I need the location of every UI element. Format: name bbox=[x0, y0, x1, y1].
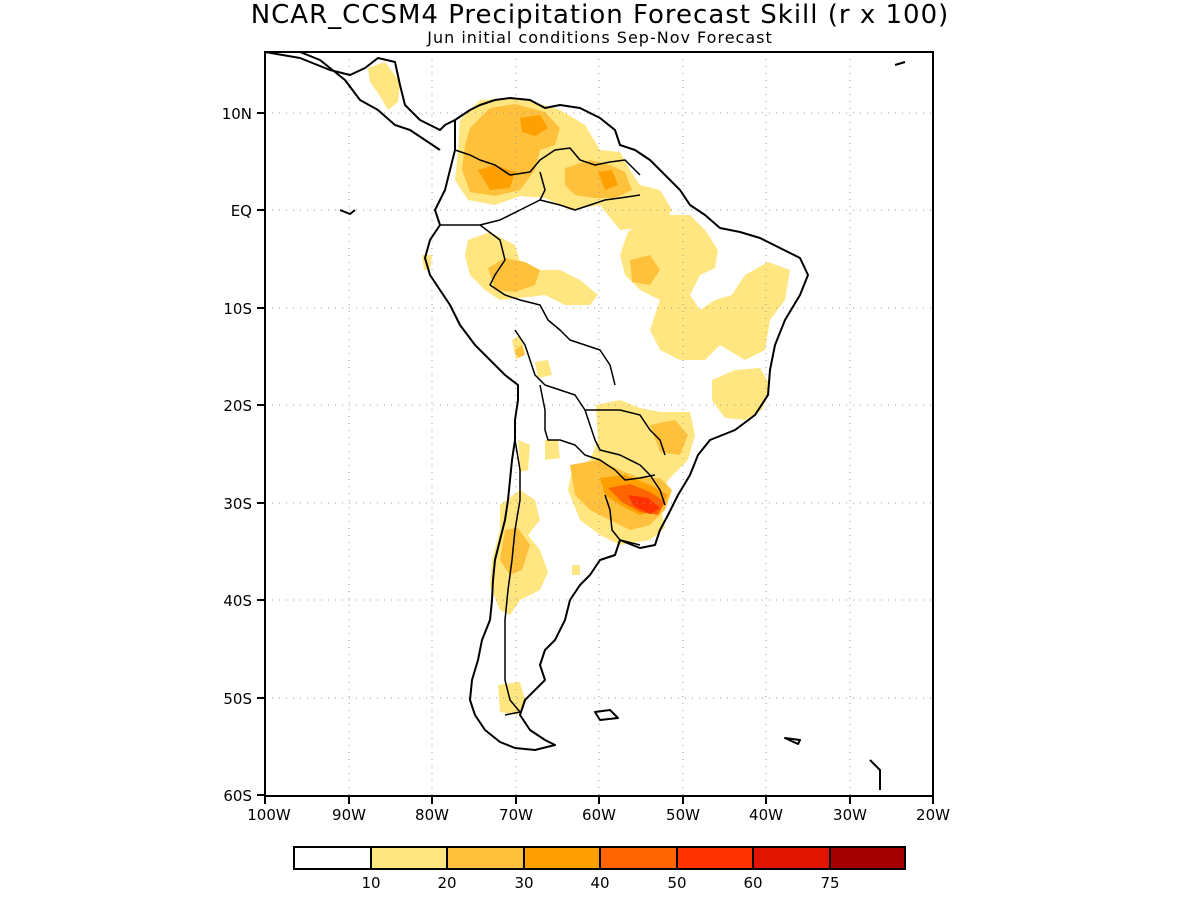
lon-label: 50W bbox=[666, 806, 700, 824]
lon-labels: 100W 90W 80W 70W 60W 50W 40W 30W 20W bbox=[247, 806, 950, 824]
region-venezuela-core bbox=[520, 115, 548, 136]
colorbar-segment bbox=[523, 846, 601, 870]
region-chile-spot bbox=[500, 528, 530, 575]
chart-subtitle: Jun initial conditions Sep-Nov Forecast bbox=[427, 28, 773, 47]
colorbar-label: 60 bbox=[743, 874, 762, 892]
islands bbox=[339, 61, 906, 790]
lat-label: EQ bbox=[231, 202, 252, 220]
region-argentina-spot-2 bbox=[572, 565, 580, 575]
colorbar-segment bbox=[752, 846, 831, 870]
chart-title: NCAR_CCSM4 Precipitation Forecast Skill … bbox=[250, 0, 950, 30]
lat-label: 50S bbox=[223, 690, 252, 708]
region-central-brazil bbox=[630, 255, 660, 285]
lon-label: 60W bbox=[582, 806, 616, 824]
lon-label: 20W bbox=[916, 806, 950, 824]
lon-ticks bbox=[264, 796, 934, 804]
lat-label: 30S bbox=[223, 495, 252, 513]
colorbar-label: 50 bbox=[667, 874, 686, 892]
colorbar-segment bbox=[293, 846, 372, 870]
lat-labels: 10N EQ 10S 20S 30S 40S 50S 60S bbox=[222, 105, 252, 805]
lon-label: 80W bbox=[415, 806, 449, 824]
colorbar-label: 40 bbox=[590, 874, 609, 892]
central-america-coast bbox=[265, 52, 456, 151]
lat-label: 20S bbox=[223, 397, 252, 415]
lon-label: 40W bbox=[749, 806, 783, 824]
region-rs-peak bbox=[628, 495, 660, 514]
coastlines bbox=[265, 52, 906, 790]
lat-label: 60S bbox=[223, 787, 252, 805]
region-southeast-brazil bbox=[712, 368, 770, 420]
lat-ticks bbox=[257, 112, 265, 796]
region-argentina-spot bbox=[545, 440, 560, 460]
colorbar-segment bbox=[676, 846, 754, 870]
region-guiana-core bbox=[598, 170, 618, 190]
skill-50-60-regions bbox=[628, 495, 660, 514]
colorbar-segment bbox=[599, 846, 678, 870]
country-borders bbox=[440, 147, 666, 716]
lat-label: 10N bbox=[222, 105, 252, 123]
region-bolivia-spot bbox=[535, 360, 552, 378]
lon-label: 90W bbox=[332, 806, 366, 824]
region-andes-patch bbox=[515, 345, 525, 358]
lon-label: 30W bbox=[833, 806, 867, 824]
colorbar-segment bbox=[446, 846, 525, 870]
skill-shading bbox=[368, 62, 790, 715]
colorbar-label: 75 bbox=[820, 874, 839, 892]
region-east-brazil-north bbox=[620, 215, 790, 360]
region-chile-north bbox=[518, 440, 530, 472]
lon-label: 70W bbox=[499, 806, 533, 824]
region-southeast-spot bbox=[650, 420, 688, 455]
colorbar-label: 20 bbox=[437, 874, 456, 892]
south-america-outline bbox=[424, 97, 809, 751]
region-central-america bbox=[368, 62, 400, 110]
colorbar-labels: 10 20 30 40 50 60 75 bbox=[361, 874, 839, 892]
colorbar-segment bbox=[829, 846, 906, 870]
colorbar bbox=[293, 846, 906, 870]
region-patagonia bbox=[498, 682, 525, 715]
colorbar-segment bbox=[370, 846, 448, 870]
lat-label: 10S bbox=[223, 300, 252, 318]
region-colombia-core bbox=[478, 165, 515, 190]
colorbar-label: 10 bbox=[361, 874, 380, 892]
lat-label: 40S bbox=[223, 592, 252, 610]
colorbar-label: 30 bbox=[514, 874, 533, 892]
lon-label: 100W bbox=[247, 806, 291, 824]
